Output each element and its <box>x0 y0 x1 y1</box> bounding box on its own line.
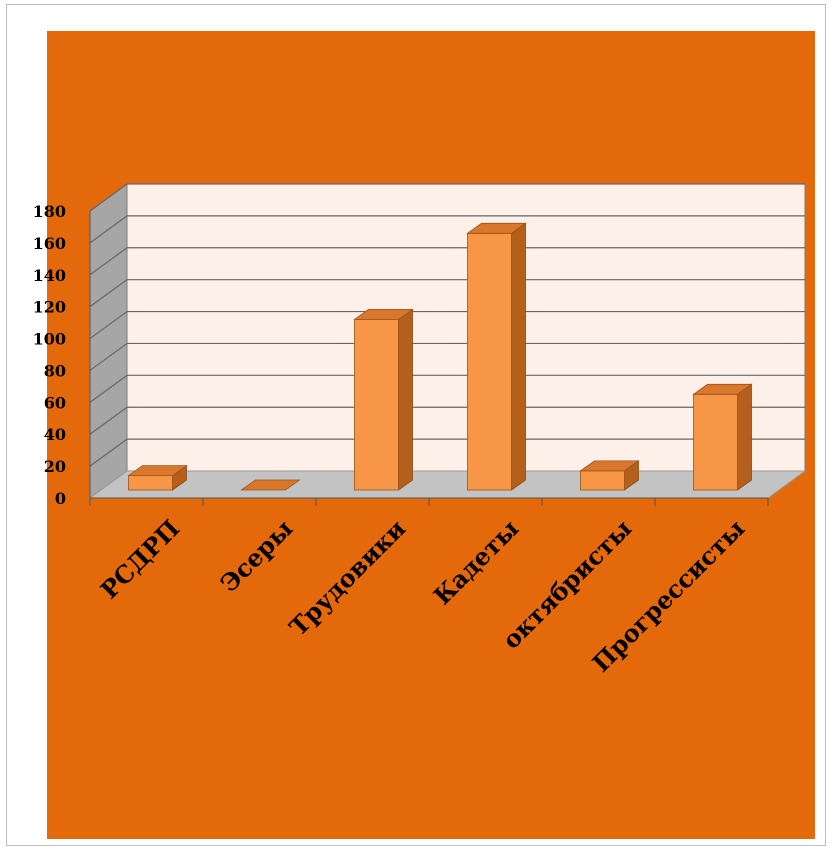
gridline <box>89 374 128 403</box>
bar-3 <box>353 308 414 491</box>
x-tick-label: Трудовики <box>284 514 412 642</box>
bar-top <box>579 460 640 472</box>
chart-bars <box>127 222 753 491</box>
y-tick-label: 180 <box>33 202 66 221</box>
gridline <box>89 247 128 276</box>
chart-gridlines <box>89 183 805 467</box>
x-tick-label: Кадеты <box>428 514 525 611</box>
gridline <box>89 342 128 371</box>
y-tick-label: 120 <box>33 298 66 317</box>
bar-side <box>737 383 752 491</box>
y-tick-label: 100 <box>33 330 66 349</box>
y-tick-label: 40 <box>44 425 66 444</box>
y-tick-labels: 0 20 40 60 80 100 120 140 160 180 <box>33 202 66 508</box>
gridline <box>89 183 128 212</box>
side-wall <box>89 183 128 499</box>
bar-top <box>127 465 188 477</box>
bar-front <box>128 475 173 491</box>
bar-top <box>466 222 527 234</box>
y-tick-label: 160 <box>33 234 66 253</box>
bar-4 <box>466 222 527 491</box>
bar-top <box>240 479 301 491</box>
gridline <box>89 311 128 340</box>
bar-6 <box>692 383 753 491</box>
y-tick-label: 0 <box>55 489 66 508</box>
bar-front <box>580 470 625 491</box>
bar-1 <box>127 464 188 491</box>
y-tick-label: 20 <box>44 457 66 476</box>
bar-top <box>692 383 753 395</box>
bar-5 <box>579 460 640 491</box>
x-tick-label: Эсеры <box>214 514 298 598</box>
y-tick-label: 60 <box>44 393 66 412</box>
chart-axes <box>89 211 769 506</box>
bar-top <box>353 308 414 320</box>
gridline <box>89 438 128 467</box>
y-tick-label: 80 <box>44 361 66 380</box>
gridline <box>89 215 128 244</box>
bar-side <box>398 308 413 491</box>
bar-side <box>511 222 526 491</box>
bar-front <box>467 232 512 491</box>
gridline <box>89 406 128 435</box>
bar-front <box>354 318 399 491</box>
y-tick-label: 140 <box>33 266 66 285</box>
bar-front <box>693 393 738 491</box>
x-tick-label: РСДРП <box>95 514 186 605</box>
bar-2 <box>240 479 301 491</box>
gridline <box>89 279 128 308</box>
